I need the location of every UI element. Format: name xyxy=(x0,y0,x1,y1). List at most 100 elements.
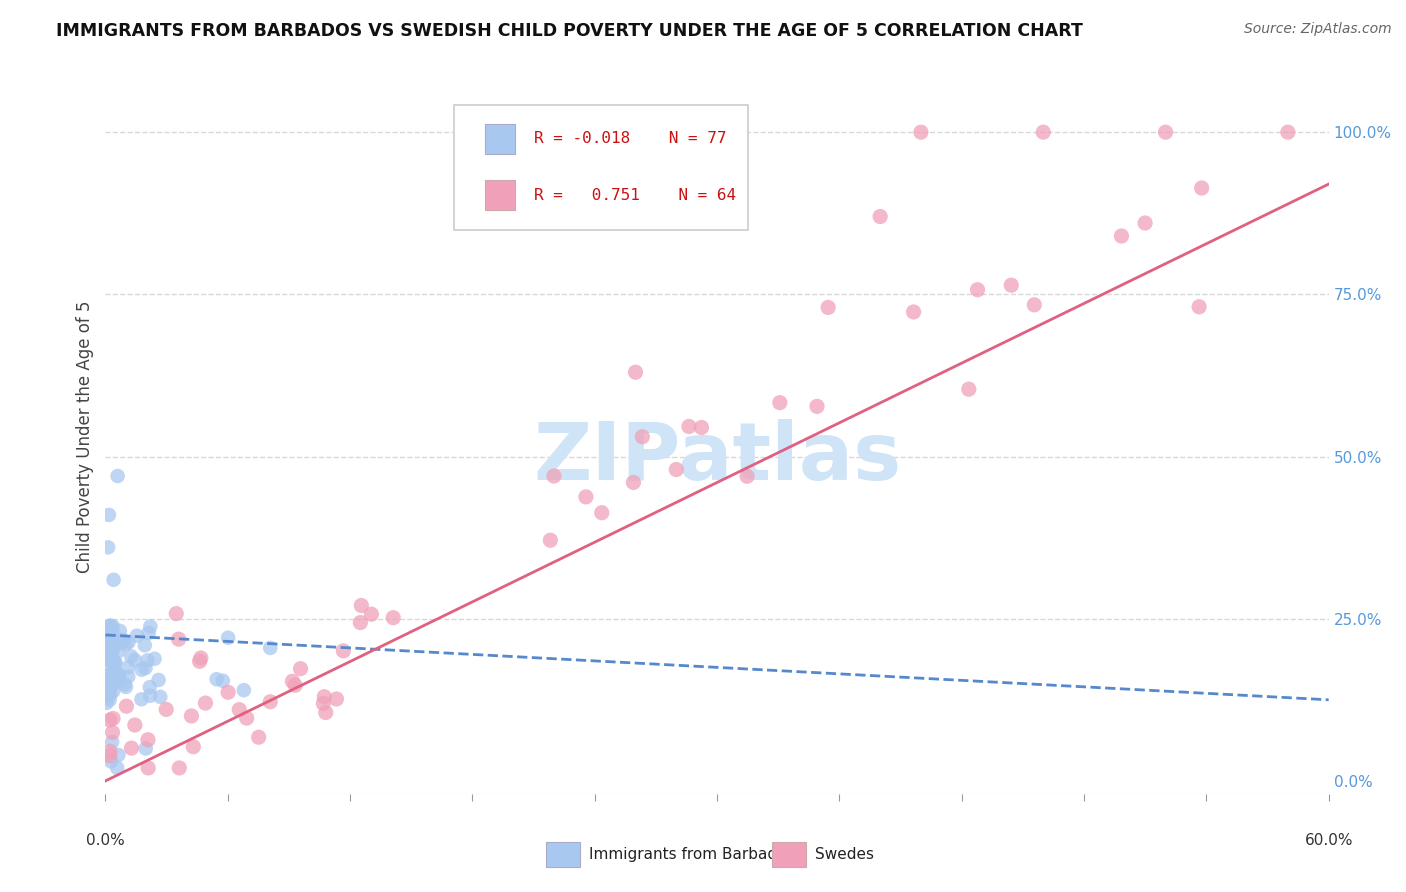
Point xyxy=(98,683,121,698)
Text: R = -0.018    N = 77: R = -0.018 N = 77 xyxy=(533,131,725,146)
Point xyxy=(349,615,371,630)
Point xyxy=(284,678,307,692)
Point xyxy=(114,637,136,651)
Point xyxy=(538,533,561,548)
Point xyxy=(97,671,120,685)
Point xyxy=(107,469,129,483)
Point xyxy=(131,663,153,677)
Point xyxy=(314,690,336,704)
Point xyxy=(1000,278,1022,293)
Text: R =   0.751    N = 64: R = 0.751 N = 64 xyxy=(533,187,735,202)
Point xyxy=(101,642,124,657)
Point xyxy=(124,718,146,732)
Point xyxy=(107,747,129,762)
Point xyxy=(1111,229,1133,244)
Point xyxy=(180,709,202,723)
Point xyxy=(105,761,128,775)
Point xyxy=(769,395,792,409)
Point xyxy=(290,662,312,676)
Point xyxy=(235,711,257,725)
Point xyxy=(259,640,281,655)
Point xyxy=(98,686,121,700)
Point xyxy=(100,625,122,640)
Point xyxy=(96,696,118,710)
Point xyxy=(665,462,688,476)
Point xyxy=(217,685,239,699)
Point xyxy=(1133,216,1156,230)
Point xyxy=(136,653,159,667)
Point xyxy=(101,725,124,739)
Point xyxy=(143,652,166,666)
Point xyxy=(1277,125,1299,139)
Point xyxy=(134,638,156,652)
Point xyxy=(98,744,121,758)
Point xyxy=(134,661,156,675)
Point xyxy=(211,673,233,688)
Point xyxy=(100,632,122,646)
Point xyxy=(217,631,239,645)
Point xyxy=(247,730,270,744)
Point xyxy=(281,674,304,689)
Point xyxy=(96,653,118,667)
Point xyxy=(117,635,139,649)
Point xyxy=(115,680,138,694)
Point xyxy=(360,607,382,622)
Point xyxy=(98,644,121,658)
Point xyxy=(155,702,177,716)
Point xyxy=(735,469,758,483)
Point xyxy=(100,665,122,679)
Point xyxy=(332,644,354,658)
Point xyxy=(104,665,127,679)
Point xyxy=(190,651,212,665)
Text: IMMIGRANTS FROM BARBADOS VS SWEDISH CHILD POVERTY UNDER THE AGE OF 5 CORRELATION: IMMIGRANTS FROM BARBADOS VS SWEDISH CHIL… xyxy=(56,22,1083,40)
Point xyxy=(806,400,828,414)
Point xyxy=(575,490,598,504)
Point xyxy=(903,305,925,319)
Point xyxy=(165,607,187,621)
Point xyxy=(103,639,125,653)
Point xyxy=(108,624,131,638)
Point xyxy=(194,696,217,710)
Point xyxy=(1024,298,1046,312)
Text: 60.0%: 60.0% xyxy=(1305,833,1353,848)
FancyBboxPatch shape xyxy=(546,842,581,867)
Point xyxy=(312,697,335,711)
Point xyxy=(1188,300,1211,314)
Point xyxy=(232,683,254,698)
Point xyxy=(100,666,122,681)
Point xyxy=(104,630,127,644)
Point xyxy=(98,692,121,706)
Point xyxy=(107,669,129,683)
Point xyxy=(259,695,281,709)
Point xyxy=(624,365,647,379)
Text: Swedes: Swedes xyxy=(815,847,875,862)
FancyBboxPatch shape xyxy=(454,105,748,230)
Point xyxy=(1032,125,1054,139)
Point xyxy=(315,706,337,720)
Point xyxy=(148,673,170,687)
Point xyxy=(97,673,120,688)
Point xyxy=(124,653,146,667)
Point xyxy=(98,619,121,633)
Point xyxy=(623,475,645,490)
Point xyxy=(100,755,122,769)
Point xyxy=(100,618,122,632)
Point xyxy=(104,665,127,680)
Point xyxy=(591,506,613,520)
Point xyxy=(149,690,172,704)
Point xyxy=(100,668,122,682)
Point xyxy=(117,660,139,674)
Point xyxy=(139,619,162,633)
Point xyxy=(543,469,565,483)
Point xyxy=(1191,181,1213,195)
Point xyxy=(112,633,135,648)
Point xyxy=(98,713,121,727)
FancyBboxPatch shape xyxy=(485,180,515,211)
Text: 0.0%: 0.0% xyxy=(86,833,125,848)
Point xyxy=(136,732,159,747)
Point xyxy=(107,644,129,658)
Point xyxy=(98,688,121,702)
Point xyxy=(101,619,124,633)
Y-axis label: Child Poverty Under the Age of 5: Child Poverty Under the Age of 5 xyxy=(76,301,94,574)
Point xyxy=(108,668,131,682)
